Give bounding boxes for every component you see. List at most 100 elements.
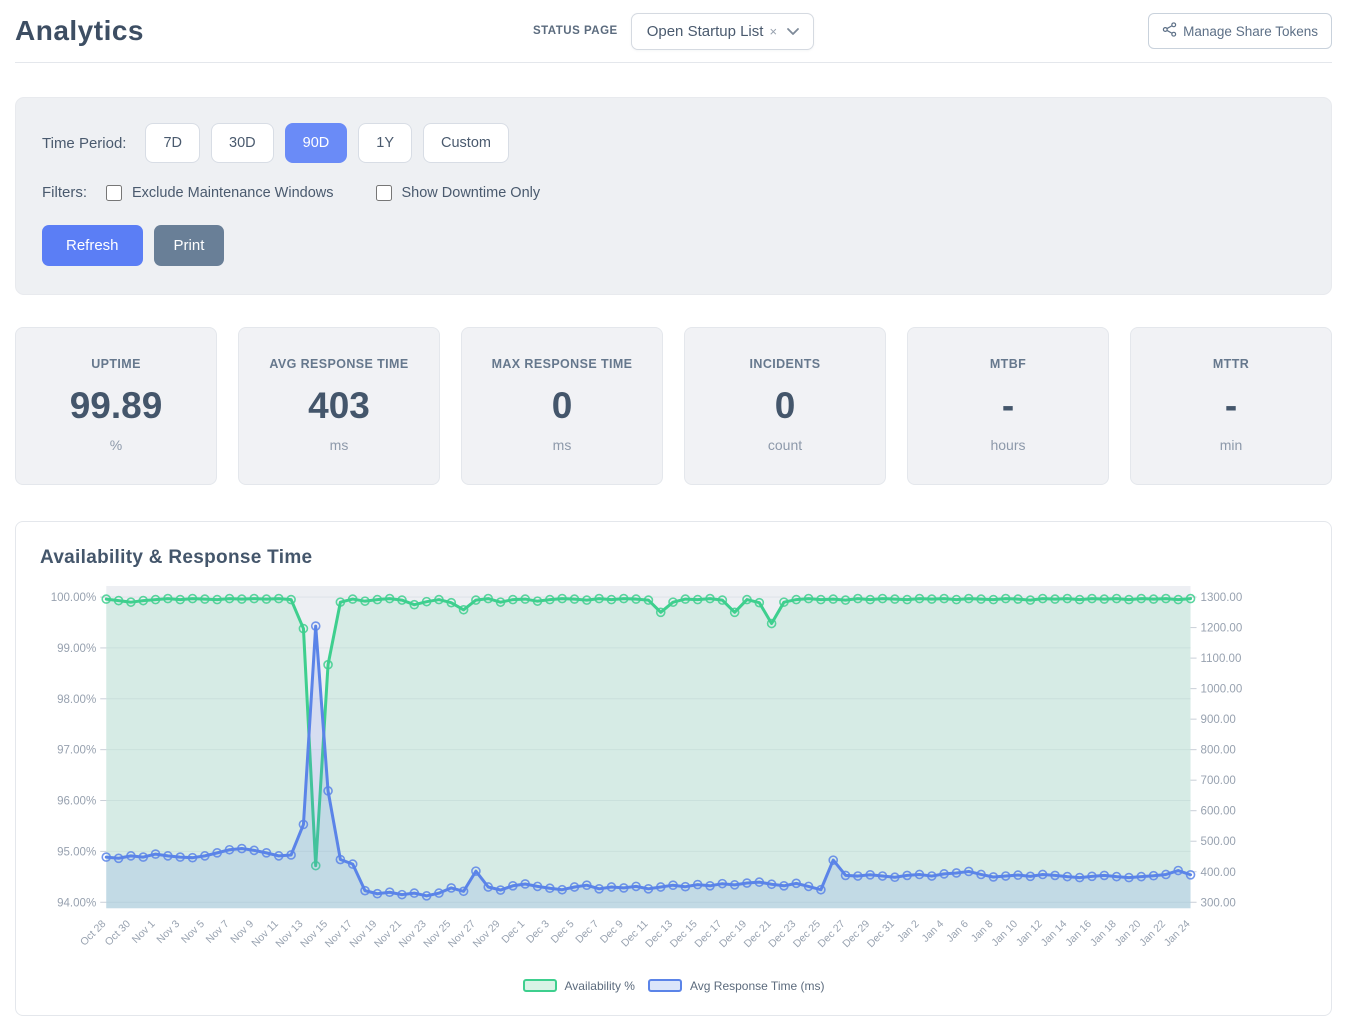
clear-selection-icon[interactable]: × (769, 23, 778, 39)
stat-value: - (1001, 385, 1015, 426)
svg-text:Oct 28: Oct 28 (78, 918, 109, 949)
share-icon (1162, 22, 1177, 40)
stat-label: MTTR (1212, 357, 1250, 371)
svg-text:Jan 12: Jan 12 (1014, 918, 1045, 949)
stat-label: MTBF (989, 357, 1027, 371)
svg-text:Jan 6: Jan 6 (944, 918, 971, 945)
svg-text:94.00%: 94.00% (57, 897, 96, 909)
svg-text:Dec 1: Dec 1 (499, 918, 527, 946)
exclude-maintenance-label: Exclude Maintenance Windows (132, 184, 334, 201)
time-period-7d-button[interactable]: 7D (145, 123, 201, 163)
filter-panel: Time Period: 7D 30D 90D 1Y Custom Filter… (15, 97, 1332, 295)
svg-text:100.00%: 100.00% (51, 592, 97, 604)
svg-text:99.00%: 99.00% (57, 643, 96, 655)
svg-text:Nov 7: Nov 7 (204, 918, 232, 946)
svg-text:96.00%: 96.00% (57, 796, 96, 808)
svg-text:Jan 16: Jan 16 (1063, 918, 1094, 949)
svg-text:400.00: 400.00 (1201, 867, 1236, 879)
time-period-custom-button[interactable]: Custom (423, 123, 509, 163)
chevron-down-icon[interactable] (786, 27, 800, 36)
stat-value: - (1224, 385, 1238, 426)
svg-text:Jan 10: Jan 10 (989, 918, 1020, 949)
time-period-label: Time Period: (42, 134, 127, 152)
time-period-90d-button[interactable]: 90D (284, 123, 348, 163)
svg-text:Nov 29: Nov 29 (471, 918, 503, 950)
svg-text:97.00%: 97.00% (57, 745, 96, 757)
svg-text:98.00%: 98.00% (57, 694, 96, 706)
availability-swatch (522, 979, 557, 993)
stat-card-incidents: INCIDENTS 0 count (684, 327, 886, 485)
status-page-select[interactable]: Open Startup List × (630, 12, 815, 50)
svg-text:Dec 31: Dec 31 (865, 918, 897, 950)
time-period-row: Time Period: 7D 30D 90D 1Y Custom (42, 123, 1305, 163)
time-period-30d-button[interactable]: 30D (211, 123, 274, 163)
svg-text:Jan 20: Jan 20 (1113, 918, 1144, 949)
svg-text:Nov 3: Nov 3 (154, 918, 182, 946)
svg-text:Jan 22: Jan 22 (1137, 918, 1168, 949)
svg-text:Dec 5: Dec 5 (549, 918, 577, 946)
svg-text:Dec 7: Dec 7 (573, 918, 601, 946)
status-page-selected-value: Open Startup List (646, 22, 764, 40)
svg-text:Jan 24: Jan 24 (1162, 918, 1193, 949)
svg-text:800.00: 800.00 (1201, 745, 1236, 757)
svg-text:Dec 3: Dec 3 (524, 918, 552, 946)
stat-label: INCIDENTS (749, 357, 821, 371)
manage-share-tokens-label: Manage Share Tokens (1183, 23, 1318, 39)
svg-text:95.00%: 95.00% (57, 846, 96, 858)
stats-row: UPTIME 99.89 % AVG RESPONSE TIME 403 ms … (15, 327, 1332, 485)
stat-unit: % (109, 437, 123, 453)
stat-unit: ms (329, 437, 349, 453)
filters-label: Filters: (42, 184, 87, 201)
chart-title: Availability & Response Time (40, 547, 313, 568)
chart-card: Availability & Response Time 100.00% 99.0… (15, 521, 1332, 1016)
print-button[interactable]: Print (153, 225, 225, 266)
stat-unit: count (767, 437, 803, 453)
svg-text:900.00: 900.00 (1201, 714, 1236, 726)
svg-text:500.00: 500.00 (1201, 836, 1236, 848)
header: Analytics STATUS PAGE Open Startup List … (15, 0, 1332, 63)
show-downtime-checkbox[interactable] (375, 184, 392, 201)
stat-unit: hours (990, 437, 1026, 453)
stat-card-max-response: MAX RESPONSE TIME 0 ms (461, 327, 663, 485)
chart-legend: Availability % Avg Response Time (ms) (40, 975, 1307, 1003)
page-title: Analytics (15, 15, 144, 46)
svg-text:Oct 30: Oct 30 (103, 918, 134, 949)
svg-text:300.00: 300.00 (1201, 897, 1236, 909)
svg-text:Jan 18: Jan 18 (1088, 918, 1119, 949)
legend-item-response-time: Avg Response Time (ms) (647, 978, 825, 993)
stat-card-avg-response: AVG RESPONSE TIME 403 ms (238, 327, 440, 485)
stat-card-mttr: MTTR - min (1130, 327, 1332, 485)
svg-text:1100.00: 1100.00 (1201, 653, 1242, 665)
stat-value: 403 (308, 385, 370, 426)
status-page-label: STATUS PAGE (532, 25, 618, 37)
svg-text:Nov 1: Nov 1 (130, 918, 158, 946)
stat-unit: ms (552, 437, 572, 453)
stat-label: UPTIME (91, 357, 141, 371)
stat-label: AVG RESPONSE TIME (269, 357, 409, 371)
svg-text:Jan 2: Jan 2 (895, 918, 922, 945)
stat-card-mtbf: MTBF - hours (907, 327, 1109, 485)
svg-text:1200.00: 1200.00 (1201, 623, 1243, 635)
legend-item-availability: Availability % (522, 979, 635, 993)
show-downtime-label: Show Downtime Only (401, 184, 541, 201)
stat-value: 0 (774, 385, 796, 426)
svg-text:Jan 14: Jan 14 (1039, 918, 1070, 949)
filters-row: Filters: Exclude Maintenance Windows Sho… (42, 184, 1305, 201)
refresh-button[interactable]: Refresh (42, 225, 143, 266)
svg-text:1000.00: 1000.00 (1201, 684, 1243, 696)
stat-card-uptime: UPTIME 99.89 % (15, 327, 217, 485)
exclude-maintenance-checkbox[interactable] (106, 184, 122, 201)
stat-label: MAX RESPONSE TIME (491, 357, 633, 371)
svg-text:Jan 4: Jan 4 (920, 918, 947, 945)
svg-text:600.00: 600.00 (1201, 806, 1236, 818)
svg-text:Nov 5: Nov 5 (179, 918, 207, 946)
legend-label-response-time: Avg Response Time (ms) (689, 978, 825, 993)
time-period-1y-button[interactable]: 1Y (358, 123, 412, 163)
availability-response-chart: 100.00% 99.00% 98.00% 97.00% 96.00% 95.00% 94.… (40, 581, 1307, 975)
stat-unit: min (1219, 437, 1243, 453)
svg-text:1300.00: 1300.00 (1201, 592, 1243, 604)
stat-value: 0 (551, 385, 573, 426)
actions-row: Refresh Print (42, 225, 1305, 266)
manage-share-tokens-button[interactable]: Manage Share Tokens (1148, 13, 1332, 49)
svg-text:700.00: 700.00 (1201, 775, 1236, 787)
